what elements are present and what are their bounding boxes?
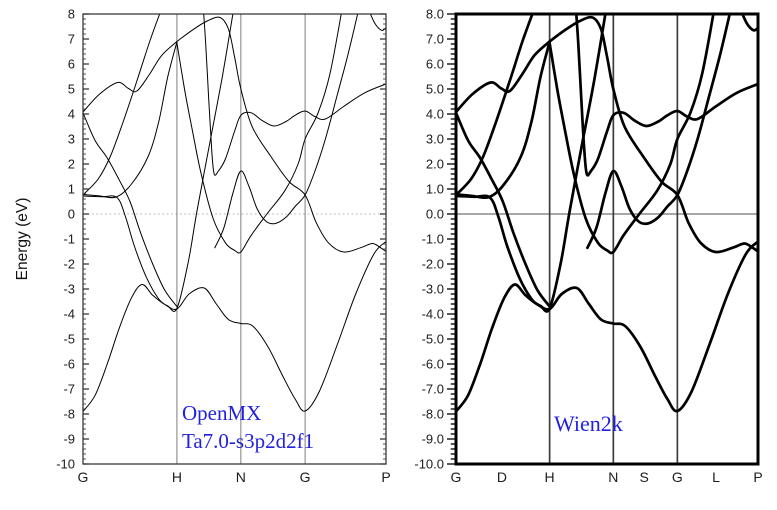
y-tick-label: -10	[56, 457, 75, 472]
x-tick-label: P	[753, 469, 762, 485]
y-tick-label: -1.0	[422, 232, 444, 247]
band-curve	[548, 15, 758, 254]
band-curve	[83, 14, 234, 312]
y-tick-label: 8.0	[426, 7, 444, 22]
x-tick-label: S	[639, 469, 648, 485]
x-tick-label: L	[712, 469, 720, 485]
band-curve	[176, 16, 386, 253]
y-tick-label: -3.0	[422, 282, 444, 297]
band-curve	[456, 111, 551, 308]
band-curve	[203, 14, 386, 176]
openmx-annotation-line2: Ta7.0-s3p2d2f1	[182, 429, 315, 453]
x-tick-label: G	[451, 469, 462, 485]
y-tick-label: -9	[63, 432, 75, 447]
y-tick-label: -7.0	[422, 382, 444, 397]
y-tick-label: -9.0	[422, 432, 444, 447]
band-curve	[586, 14, 732, 250]
band-curve	[456, 14, 534, 197]
band-curve	[176, 14, 342, 254]
band-curve	[740, 14, 758, 32]
y-tick-label: 5	[68, 82, 75, 97]
x-tick-label: D	[497, 469, 507, 485]
y-tick-label: 0	[68, 207, 75, 222]
y-tick-label: -4.0	[422, 307, 444, 322]
x-tick-label: H	[545, 469, 555, 485]
y-tick-label: -3	[63, 282, 75, 297]
y-tick-label: 0.0	[426, 207, 444, 222]
y-tick-label: 7	[68, 32, 75, 47]
band-curve	[574, 14, 758, 177]
y-tick-label: -1	[63, 232, 75, 247]
y-tick-label: -6	[63, 357, 75, 372]
band-curve	[456, 40, 551, 200]
x-tick-label: N	[608, 469, 618, 485]
band-curve	[214, 14, 359, 249]
y-tick-label: -7	[63, 382, 75, 397]
band-curve	[456, 40, 551, 114]
y-tick-label: -2	[63, 257, 75, 272]
y-tick-label: -10.0	[414, 457, 444, 472]
wien2k-annotation-line1: Wien2k	[554, 411, 623, 436]
y-tick-label: 7.0	[426, 32, 444, 47]
x-tick-label: N	[236, 469, 246, 485]
band-curve	[369, 14, 386, 31]
x-tick-label: H	[172, 469, 182, 485]
band-curve	[83, 241, 386, 412]
y-tick-label: 4	[68, 107, 75, 122]
y-tick-label: 5.0	[426, 82, 444, 97]
y-tick-label: -8.0	[422, 407, 444, 422]
y-tick-label: 8	[68, 7, 75, 22]
openmx-annotation: OpenMX Ta7.0-s3p2d2f1	[182, 399, 314, 455]
y-tick-label: -2.0	[422, 257, 444, 272]
y-tick-label: 2	[68, 157, 75, 172]
x-tick-label: G	[300, 469, 311, 485]
band-curve	[83, 112, 178, 307]
openmx-annotation-line1: OpenMX	[182, 401, 262, 425]
wien2k-panel: 8.0 7.0 6.0 5.0 4.0 3.0 2.0 1.0 0.0 -1.0 -2.0 -3.0 -…	[414, 7, 762, 486]
band-curve	[83, 41, 178, 113]
y-tick-label: 1.0	[426, 182, 444, 197]
y-tick-label: 1	[68, 182, 75, 197]
y-tick-label: 3	[68, 132, 75, 147]
y-tick-label: -6.0	[422, 357, 444, 372]
band-curve	[83, 14, 161, 196]
band-curve	[456, 240, 758, 413]
x-tick-label: P	[381, 469, 390, 485]
wien2k-annotation: Wien2k	[554, 411, 623, 437]
y-tick-label: 6.0	[426, 57, 444, 72]
y-tick-label: -8	[63, 407, 75, 422]
y-tick-label: -5	[63, 332, 75, 347]
x-tick-label: G	[672, 469, 683, 485]
band-curve	[548, 14, 715, 255]
y-tick-label: 6	[68, 57, 75, 72]
panel-border	[454, 12, 760, 466]
x-tick-label: G	[78, 469, 89, 485]
y-tick-label: -5.0	[422, 332, 444, 347]
y-tick-label: 3.0	[426, 132, 444, 147]
y-tick-label: 4.0	[426, 107, 444, 122]
y-tick-label: -4	[63, 307, 75, 322]
energy-axis-label: Energy (eV)	[14, 198, 31, 281]
band-curve	[83, 41, 178, 199]
y-tick-label: 2.0	[426, 157, 444, 172]
